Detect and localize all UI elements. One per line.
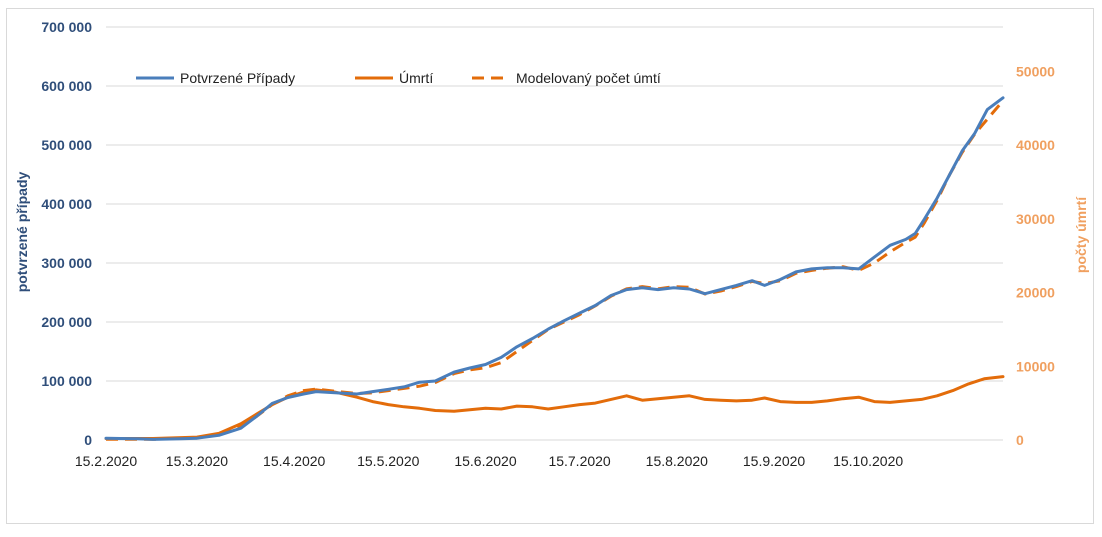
y-right-tick-label: 10000 <box>1016 358 1055 374</box>
y-axis-right-ticks: 0 10000 20000 30000 40000 50000 <box>1016 63 1055 448</box>
y-right-tick-label: 40000 <box>1016 137 1055 153</box>
y-axis-left-ticks: 0 100 000 200 000 300 000 400 000 500 000 600 … <box>41 19 92 448</box>
y-left-tick-label: 200 000 <box>41 314 92 330</box>
legend: Potvrzené Případy Úmrtí Modelovaný počet ú… <box>136 70 661 86</box>
x-tick-label: 15.2.2020 <box>75 453 137 469</box>
y-right-tick-label: 50000 <box>1016 63 1055 79</box>
series-line-0 <box>104 96 1005 441</box>
chart-frame <box>6 8 1094 524</box>
y-left-tick-label: 600 000 <box>41 78 92 94</box>
y-left-tick-label: 0 <box>84 432 92 448</box>
gridlines <box>106 26 1003 441</box>
y-axis-left-title: potvrzené případy <box>14 172 30 293</box>
y-left-tick-label: 100 000 <box>41 373 92 389</box>
x-tick-label: 15.5.2020 <box>357 453 419 469</box>
y-left-tick-label: 700 000 <box>41 19 92 35</box>
series-line-2 <box>106 99 1005 441</box>
y-axis-right-title: počty úmrtí <box>1073 196 1089 273</box>
x-tick-label: 15.6.2020 <box>454 453 516 469</box>
series-layer <box>104 96 1005 441</box>
y-left-tick-label: 300 000 <box>41 255 92 271</box>
legend-label-0: Potvrzené Případy <box>180 70 295 86</box>
y-right-tick-label: 0 <box>1016 432 1024 448</box>
y-right-tick-label: 30000 <box>1016 211 1055 227</box>
y-right-tick-label: 20000 <box>1016 285 1055 301</box>
x-tick-label: 15.3.2020 <box>166 453 228 469</box>
y-left-tick-label: 500 000 <box>41 137 92 153</box>
x-tick-label: 15.10.2020 <box>833 453 903 469</box>
legend-label-1: Úmrtí <box>399 70 433 86</box>
x-axis-ticks: 15.2.2020 15.3.2020 15.4.2020 15.5.2020 15.6… <box>75 453 904 469</box>
x-tick-label: 15.4.2020 <box>263 453 325 469</box>
x-tick-label: 15.7.2020 <box>548 453 610 469</box>
x-tick-label: 15.9.2020 <box>743 453 805 469</box>
x-tick-label: 15.8.2020 <box>646 453 708 469</box>
legend-label-2: Modelovaný počet úmtí <box>516 70 661 86</box>
y-left-tick-label: 400 000 <box>41 196 92 212</box>
